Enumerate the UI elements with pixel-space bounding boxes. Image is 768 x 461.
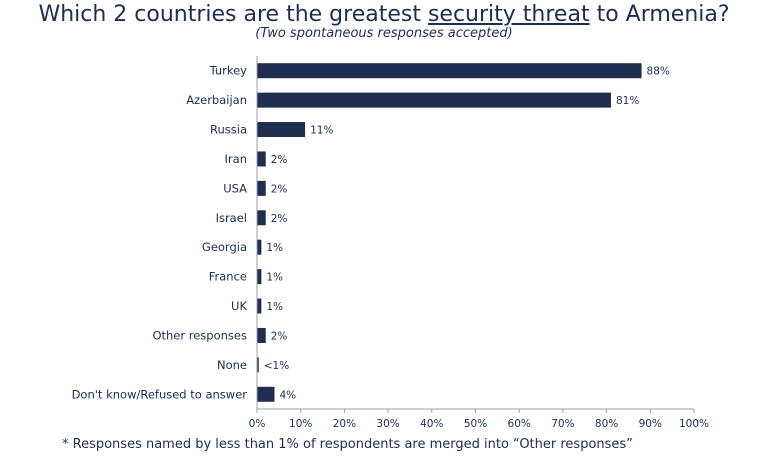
x-tick-label-4: 40%: [420, 418, 443, 430]
category-label-3: Iran: [225, 152, 247, 166]
category-label-9: Other responses: [152, 328, 247, 342]
category-label-8: UK: [231, 299, 247, 313]
value-label-10: <1%: [264, 360, 289, 372]
bar-8: [257, 298, 262, 314]
category-label-0: Turkey: [209, 64, 248, 78]
value-label-11: 4%: [279, 389, 296, 401]
x-tick-label-0: 0%: [249, 418, 266, 430]
title-text-before: Which 2 countries are the greatest: [38, 2, 428, 27]
category-label-2: Russia: [210, 123, 247, 137]
footnote: * Responses named by less than 1% of res…: [62, 437, 633, 452]
bar-9: [257, 327, 266, 343]
value-label-7: 1%: [266, 272, 283, 284]
category-label-10: None: [217, 358, 247, 372]
category-label-4: USA: [223, 181, 247, 195]
title-text-after: to Armenia?: [589, 2, 730, 27]
x-tick-label-5: 50%: [464, 418, 487, 430]
x-tick-label-6: 60%: [508, 418, 531, 430]
category-label-6: Georgia: [202, 240, 247, 254]
value-label-3: 2%: [271, 154, 288, 166]
value-label-2: 11%: [310, 125, 333, 137]
value-label-5: 2%: [271, 213, 288, 225]
value-label-4: 2%: [271, 183, 288, 195]
bar-7: [257, 269, 262, 285]
x-tick-label-9: 90%: [639, 418, 662, 430]
x-tick-label-3: 30%: [376, 418, 399, 430]
x-tick-label-7: 70%: [551, 418, 574, 430]
x-tick-label-1: 10%: [289, 418, 312, 430]
category-label-5: Israel: [216, 211, 247, 225]
bar-5: [257, 210, 266, 226]
bar-6: [257, 239, 262, 255]
bar-1: [257, 92, 611, 108]
bar-4: [257, 180, 266, 196]
x-tick-label-10: 100%: [679, 418, 709, 430]
title-text-underlined: security threat: [427, 2, 590, 27]
chart-subtitle: (Two spontaneous responses accepted): [255, 26, 513, 41]
value-label-0: 88%: [647, 66, 670, 78]
chart-title: Which 2 countries are the greatest secur…: [0, 2, 768, 27]
bar-2: [257, 122, 306, 138]
x-tick-label-8: 80%: [595, 418, 618, 430]
x-tick-label-2: 20%: [333, 418, 356, 430]
category-label-1: Azerbaijan: [186, 93, 247, 107]
category-label-11: Don't know/Refused to answer: [72, 387, 248, 401]
bar-0: [257, 63, 642, 79]
category-label-7: France: [209, 270, 247, 284]
value-label-9: 2%: [271, 330, 288, 342]
value-label-8: 1%: [266, 301, 283, 313]
value-label-1: 81%: [616, 95, 639, 107]
bar-11: [257, 386, 275, 402]
bar-10: [257, 357, 259, 373]
value-label-6: 1%: [266, 242, 283, 254]
bar-3: [257, 151, 266, 167]
